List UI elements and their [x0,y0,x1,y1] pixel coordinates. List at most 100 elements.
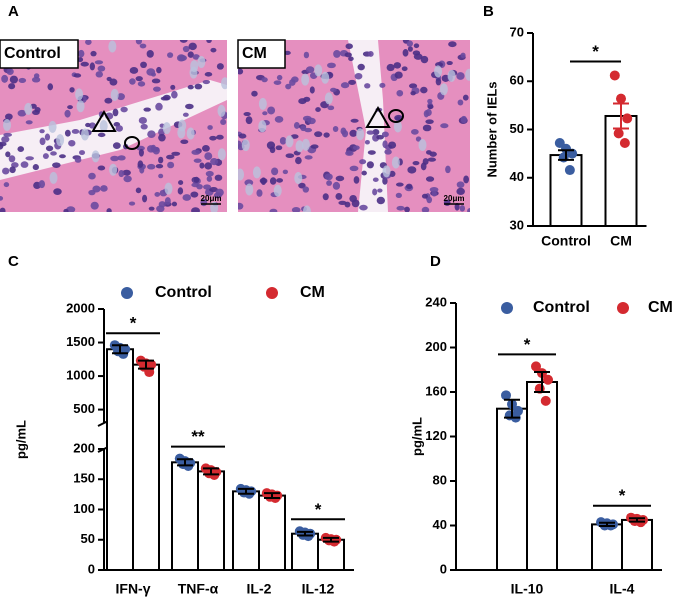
nucleus [367,150,376,155]
nucleus [204,72,213,77]
nucleus [135,187,142,194]
y-tick-label: 80 [433,472,447,487]
nucleus [427,98,433,104]
nucleus [467,208,470,212]
significance-label: * [315,500,322,519]
legend-marker [617,302,629,314]
nucleus [97,65,106,72]
x-tick-label: CM [610,233,632,249]
data-point [564,165,575,176]
panel-label: A [8,3,19,20]
nucleus [463,175,470,184]
nucleus [192,54,200,60]
triangle-marker [91,110,117,132]
y-axis-label: pg/mL [409,417,424,456]
data-point [540,395,551,406]
nucleus [388,141,397,149]
data-point [609,70,620,81]
nucleus [202,79,211,85]
nucleus [357,63,365,71]
nucleus [275,145,283,151]
nucleus [303,51,310,59]
nucleus [279,137,287,145]
significance-label: * [130,314,137,333]
nucleus [32,109,40,115]
bar [549,154,583,227]
nucleus [171,201,178,207]
nucleus [191,207,200,212]
nucleus [100,185,108,192]
nucleus [154,192,161,197]
nucleus [394,71,403,79]
nucleus [187,84,194,90]
nucleus [139,43,147,49]
legend-label: CM [648,299,673,316]
nucleus [411,129,419,135]
data-point [558,152,569,163]
nucleus [0,195,4,201]
nucleus [94,60,104,65]
nucleus [386,63,395,72]
nucleus [303,96,311,102]
goblet [447,69,456,82]
nucleus [135,76,143,82]
nucleus [216,134,224,140]
nucleus [138,148,144,157]
error-bar [323,536,339,543]
nucleus [322,193,329,201]
data-point [543,374,553,385]
data-point [622,113,633,124]
nucleus [63,208,69,212]
nucleus [52,162,61,168]
y-tick-label: 30 [510,217,524,232]
goblet [356,128,365,141]
nucleus [327,62,336,69]
nucleus [332,181,341,190]
nucleus [393,62,402,69]
nucleus [137,81,146,87]
nucleus [64,129,71,137]
data-point [531,361,541,372]
nucleus [150,72,157,77]
nucleus [456,187,465,196]
nucleus [344,52,352,58]
nucleus [18,77,27,83]
bar [526,380,558,571]
nucleus [77,57,84,63]
nucleus [205,170,214,177]
nucleus [348,79,356,85]
error-bar [264,492,280,500]
nucleus [45,145,54,152]
nucleus [213,192,222,199]
nucleus [67,105,73,110]
error-bar [177,458,193,467]
nucleus [382,140,388,149]
nucleus [0,141,7,147]
nucleus [401,66,408,72]
nucleus [351,199,360,208]
goblet [91,150,100,163]
nucleus [395,116,401,121]
nucleus [214,174,223,181]
goblet [465,68,470,81]
nucleus [359,204,368,211]
nucleus [335,192,343,200]
data-point [613,128,624,139]
nucleus [379,82,386,88]
x-tick-label: TNF-α [178,581,219,597]
nucleus [188,42,197,51]
nucleus [9,166,16,174]
data-point [619,138,630,149]
nucleus [377,188,383,193]
nucleus [44,133,51,141]
goblet [197,55,206,68]
nucleus [88,172,96,180]
nucleus [201,144,210,152]
nucleus [42,153,49,159]
nucleus [118,169,125,178]
nucleus [412,161,420,166]
nucleus [90,201,99,210]
goblet [24,102,33,115]
error-bar [629,517,645,523]
nucleus [158,156,164,164]
